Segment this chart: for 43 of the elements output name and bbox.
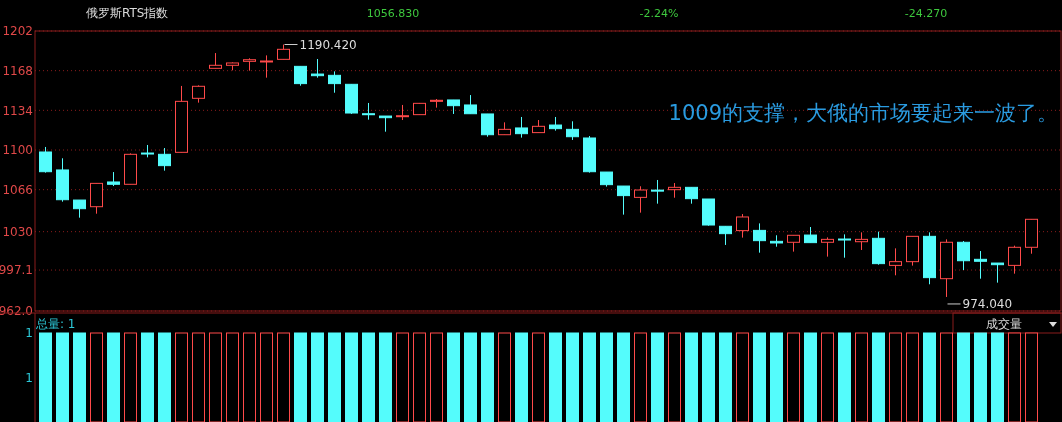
candlestick [889,247,902,276]
y-tick-label: 1 [25,370,33,385]
candlestick [158,147,171,172]
candlestick [821,236,834,258]
y-tick-label: 997.1 [0,263,33,278]
candlestick [719,225,732,246]
text: 1056.830 [366,6,420,20]
chart-title: 俄罗斯RTS指数 [86,6,169,21]
candlestick [294,65,307,87]
candlestick [974,250,987,280]
candlestick [464,94,477,115]
candlestick [634,185,647,214]
candlestick [957,240,970,271]
y-tick-label: 1134 [2,103,33,118]
candlestick [617,185,630,216]
candlestick [311,58,324,79]
text: 总量: 1 [35,317,76,332]
y-tick-label: 1030 [2,224,33,239]
text: -24.270 [904,6,948,20]
y-tick-label: 1168 [2,63,33,78]
annotation: 974.040 [962,297,1013,312]
candlestick [1008,245,1021,275]
candlestick [39,146,52,174]
annotation: 1009的支撑，大俄的市场要起来一波了。 [668,101,1058,126]
y-tick-label: 1066 [2,182,33,197]
candlestick [328,70,341,94]
chart-title: 成交量 [986,317,1022,332]
candlestick [566,120,579,141]
y-tick-label: 962.0 [0,304,33,319]
annotation: 1190.420 [299,37,357,52]
candlestick [515,116,528,139]
candlestick [736,213,749,239]
candlestick [90,182,103,215]
candlestick [753,222,766,254]
y-tick-label: 1202 [2,24,33,39]
y-tick-label: 1 [25,326,33,341]
candlestick [651,179,664,205]
candlestick [991,262,1004,284]
candlestick [481,113,494,138]
candlestick [838,233,851,259]
y-tick-label: 1100 [2,143,33,158]
text: -2.24% [639,6,679,20]
candlestick [260,54,273,79]
